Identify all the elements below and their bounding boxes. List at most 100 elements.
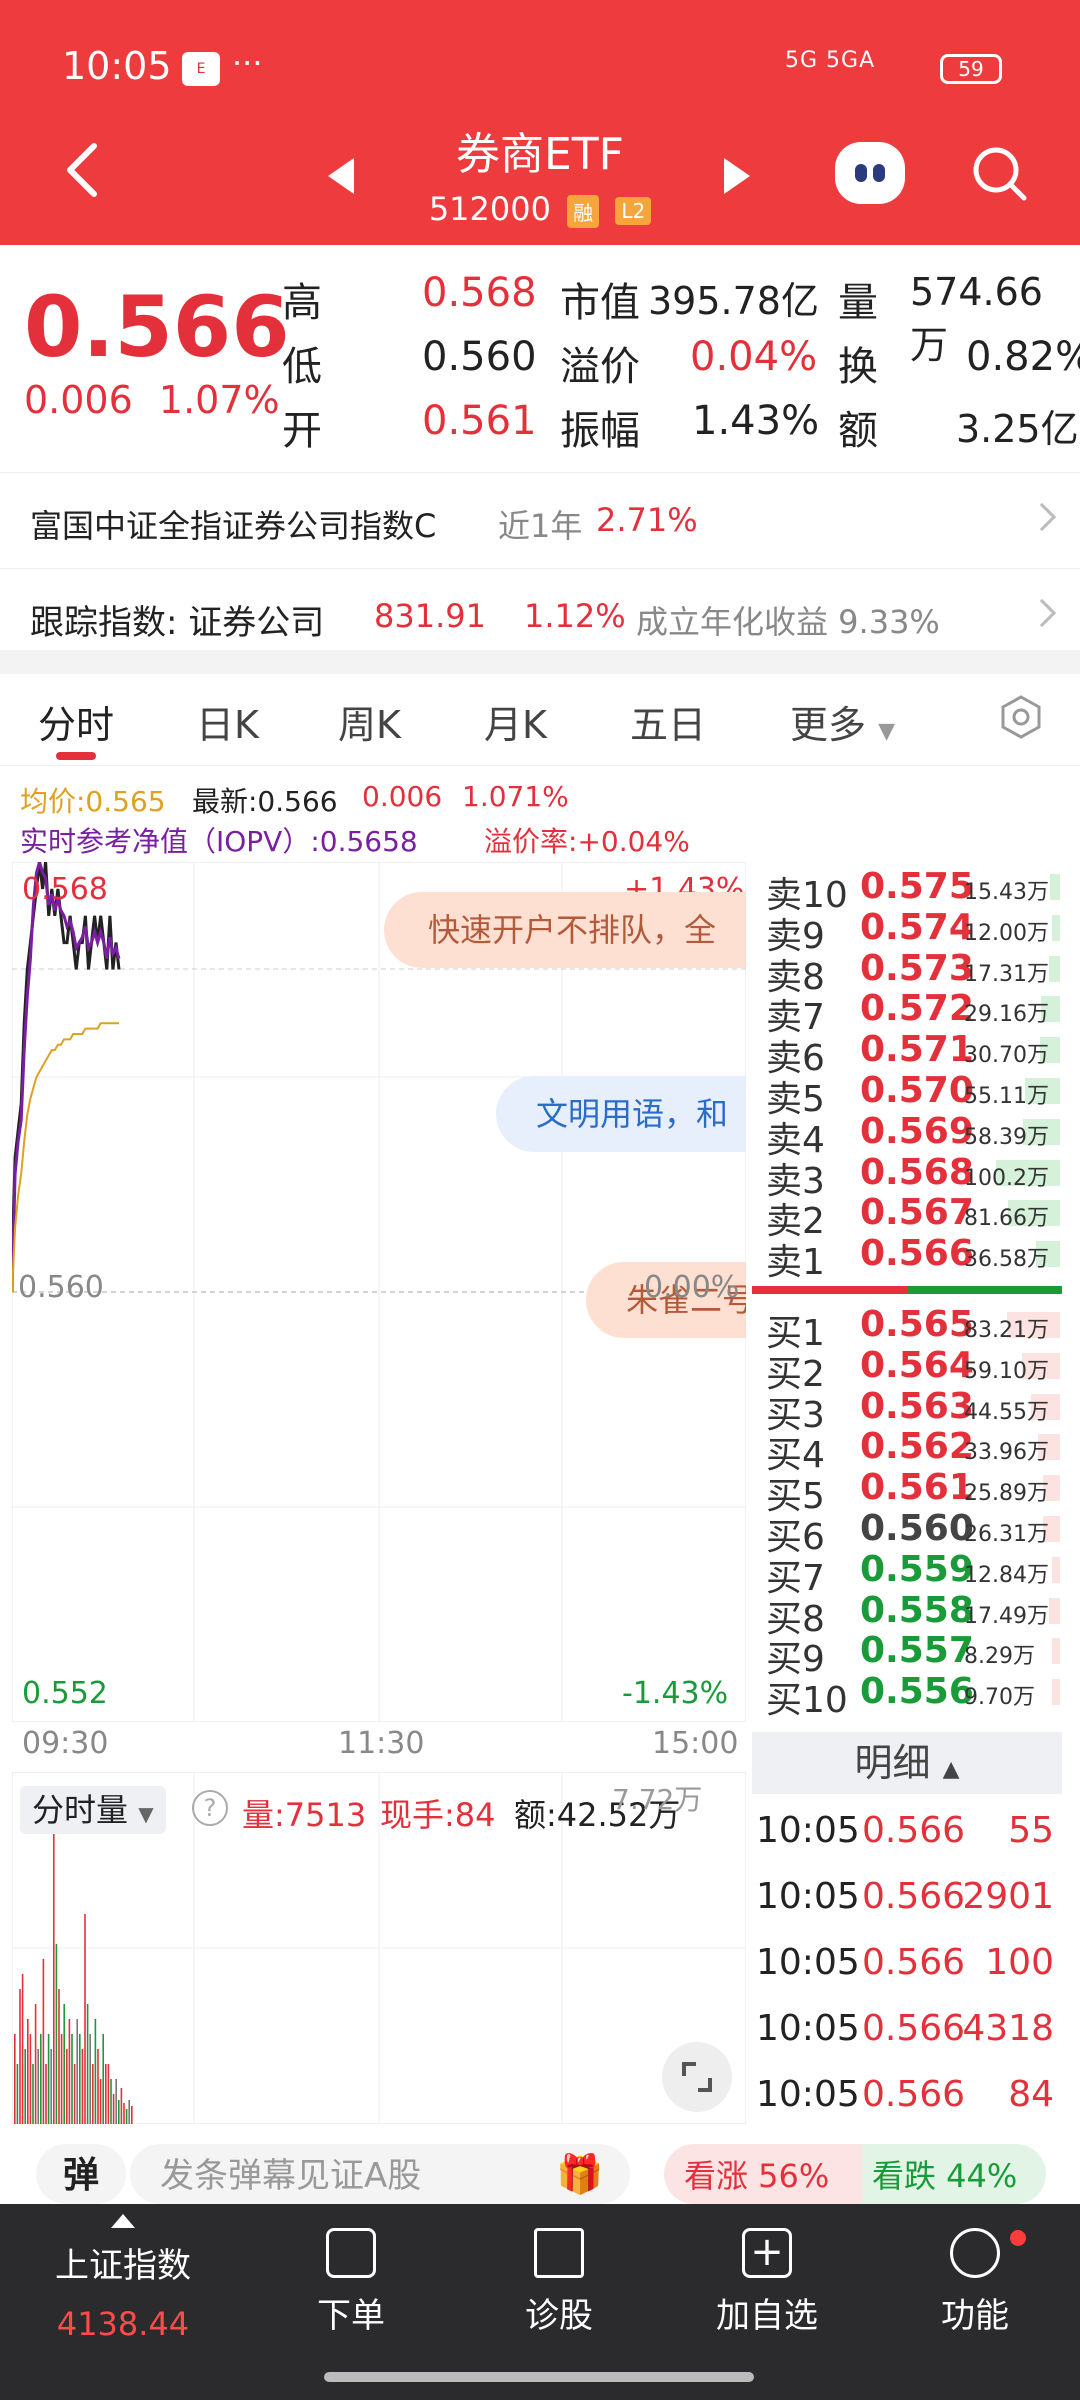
bid-volume: 9.70万 [964, 1685, 1035, 1711]
bid-price: 0.557 [860, 1630, 974, 1672]
turnover-value: 0.82% [966, 334, 1080, 380]
turnover-label: 换 [838, 344, 878, 390]
next-stock-button[interactable] [724, 158, 750, 194]
ask-price: 0.568 [860, 1151, 974, 1193]
search-icon[interactable] [970, 144, 1030, 204]
volume-bar [84, 1914, 86, 2124]
chart-tabs: 分时 日K 周K 月K 五日 更多 ▼ [0, 674, 1080, 766]
chevron-right-icon [1027, 502, 1057, 532]
nav-order-label: 下单 [317, 2296, 385, 2336]
tab-monthly-k[interactable]: 月K [484, 703, 547, 747]
volume-amount-label: 额:42.52万 [514, 1796, 681, 1834]
bid-row: 买7 0.559 12.84万 [752, 1549, 1062, 1599]
bearish-vote-button[interactable]: 看跌 44% [862, 2144, 1046, 2204]
bid-level: 买2 [766, 1353, 825, 1395]
volume-chart[interactable]: 分时量 ▼ ? 量:7513 现手:84 额:42.52万 7.72万 [11, 1771, 747, 2125]
volume-bar [92, 2064, 94, 2124]
ask-level: 卖9 [766, 915, 825, 957]
ask-level: 卖7 [766, 997, 825, 1039]
ask-volume: 58.39万 [964, 1124, 1049, 1150]
ask-level: 卖8 [766, 956, 825, 998]
trade-time: 10:05 [756, 1942, 860, 1983]
intraday-chart[interactable]: 0.568 +1.43% 0.560 0.552 -1.43% 快速开户不排队，… [10, 856, 747, 1723]
trade-detail-header[interactable]: 明细 ▲ [752, 1732, 1062, 1794]
nav-index-ticker[interactable]: 上证指数 4138.44 [48, 2214, 198, 2343]
tab-intraday[interactable]: 分时 [38, 703, 115, 747]
ask-level: 卖5 [766, 1079, 825, 1120]
status-time: 10:05 [62, 44, 172, 88]
tab-daily-k[interactable]: 日K [196, 703, 259, 747]
bid-volume-bar [1043, 1516, 1060, 1542]
volume-bar [73, 2064, 76, 2124]
caret-up-icon [111, 2214, 135, 2228]
danmaku-toggle-icon[interactable]: 弹 [36, 2144, 126, 2204]
ask-volume-bar [1040, 1037, 1060, 1064]
amount-label: 额 [838, 408, 878, 454]
ask-row: 卖5 0.570 55.11万 [752, 1070, 1062, 1120]
bid-volume: 44.55万 [964, 1399, 1049, 1425]
bullish-vote-button[interactable]: 看涨 56% [664, 2144, 864, 2204]
trade-volume: 100 [985, 1942, 1054, 1983]
bid-ask-divider [752, 1286, 1062, 1294]
danmaku-input[interactable]: 发条弹幕见证A股 [130, 2144, 630, 2204]
fund-row[interactable]: 富国中证全指证券公司指数C 近1年 2.71% [0, 472, 1080, 568]
nav-add-watch[interactable]: + 加自选 [692, 2228, 842, 2337]
tab-five-day[interactable]: 五日 [630, 703, 707, 747]
volume-bar [29, 2034, 32, 2124]
trade-price: 0.566 [862, 1876, 966, 1917]
volume-bar [107, 2064, 110, 2124]
order-icon [326, 2228, 376, 2278]
danmaku-bubble-text: 朱雀二号 [626, 1281, 746, 1319]
latest-price-legend: 最新:0.566 [192, 785, 338, 818]
nav-functions[interactable]: 功能 [900, 2228, 1050, 2337]
index-value: 4138.44 [56, 2305, 190, 2343]
back-arrow-icon[interactable] [62, 140, 102, 200]
premium-label: 溢价 [560, 344, 640, 390]
time-axis-start: 09:30 [22, 1726, 109, 1761]
ask-row: 卖9 0.574 12.00万 [752, 907, 1062, 957]
bid-level: 买4 [766, 1435, 825, 1477]
danmaku-comment-bar: 弹 发条弹幕见证A股 🎁 看涨 56% 看跌 44% [0, 2140, 1080, 2204]
bid-volume: 26.31万 [964, 1522, 1049, 1547]
volume-bar [45, 2064, 47, 2124]
tab-weekly-k[interactable]: 周K [338, 703, 401, 747]
trade-detail-row: 10:05 0.566 100 [756, 1928, 1066, 1994]
ask-volume-bar [1007, 1200, 1060, 1227]
bid-volume-bar [1043, 1475, 1060, 1502]
bid-row: 买8 0.558 17.49万 [752, 1590, 1062, 1640]
volume-bar [63, 2004, 65, 2124]
bid-volume-bar [1051, 1556, 1060, 1583]
change-value: 0.006 [24, 378, 133, 422]
bid-row: 买4 0.562 33.96万 [752, 1426, 1062, 1476]
bid-row: 买3 0.563 44.55万 [752, 1386, 1062, 1436]
ask-row: 卖4 0.569 58.39万 [752, 1111, 1062, 1161]
bid-volume: 8.29万 [964, 1644, 1035, 1670]
high-label: 高 [282, 280, 322, 326]
high-value: 0.568 [422, 270, 537, 316]
bid-level: 买1 [766, 1313, 825, 1354]
gift-icon[interactable]: 🎁 [556, 2152, 604, 2196]
index-name: 上证指数 [55, 2246, 191, 2286]
trade-volume: 2901 [962, 1876, 1054, 1917]
settings-hexagon-icon[interactable] [998, 694, 1044, 740]
ai-assistant-robot-icon[interactable] [835, 142, 905, 204]
volume-bar [131, 2106, 133, 2124]
volume-bar [27, 2019, 29, 2124]
bid-level: 买8 [766, 1598, 825, 1640]
axis-bottom-pct: -1.43% [622, 1676, 729, 1711]
help-icon[interactable]: ? [192, 1790, 228, 1826]
nav-order[interactable]: 下单 [276, 2228, 426, 2337]
volume-bar [123, 2103, 125, 2124]
previous-stock-button[interactable] [328, 158, 354, 194]
ask-volume-bar [1049, 955, 1060, 982]
ask-price: 0.566 [860, 1233, 974, 1275]
volume-bar [19, 1989, 21, 2124]
nav-diagnose[interactable]: 诊股 [484, 2228, 634, 2337]
fullscreen-button[interactable] [662, 2042, 732, 2112]
index-row[interactable]: 跟踪指数: 证券公司 831.91 1.12% 成立年化收益 9.33% [0, 568, 1080, 664]
bid-volume-bar [1052, 1679, 1060, 1706]
tab-more-label: 更多 [790, 703, 867, 747]
volume-bar [115, 2079, 117, 2124]
tab-more[interactable]: 更多 ▼ [790, 694, 895, 749]
volume-type-selector[interactable]: 分时量 ▼ [20, 1786, 166, 1834]
